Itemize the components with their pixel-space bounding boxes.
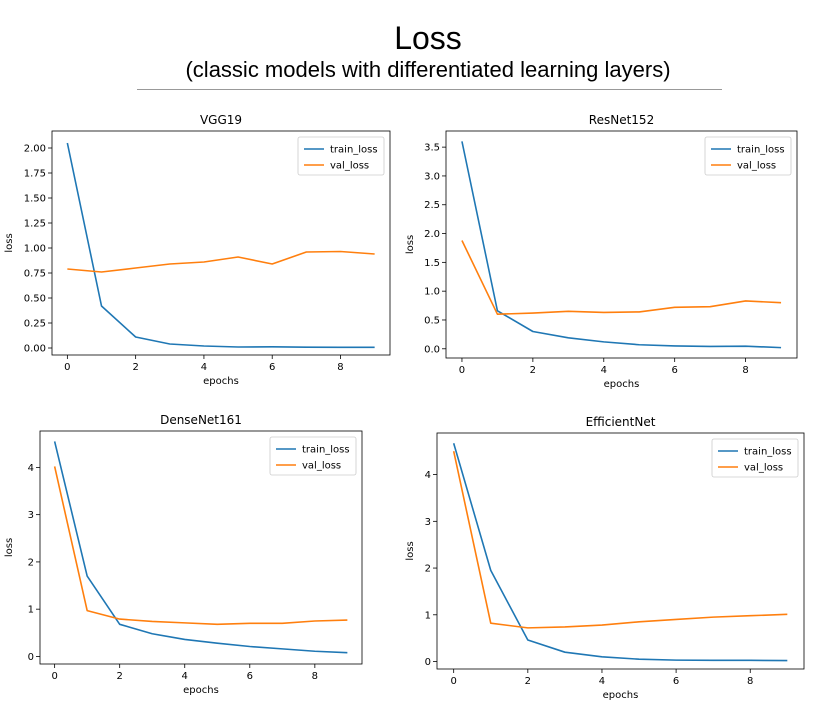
y-tick-label: 2 [28,557,34,568]
y-tick-label: 3.0 [424,171,440,182]
plot-frame [39,430,363,665]
x-axis-label: epochs [603,690,639,701]
series-line-train-loss [452,443,788,662]
x-axis-label: epochs [183,685,219,696]
chart-title: EfficientNet [586,415,656,429]
legend-label: val_loss [744,463,783,474]
x-tick-label: 8 [312,671,318,682]
y-tick-label: 1 [28,605,34,616]
x-tick-label: 0 [51,671,57,682]
legend-label: train_loss [744,447,792,458]
legend-label: train_loss [737,145,785,156]
y-tick-label: 1.75 [24,169,46,180]
chart-title: ResNet152 [589,113,654,127]
x-axis-label: epochs [604,379,640,390]
series-line-val-loss [461,240,782,316]
y-axis-label: loss [405,541,416,560]
y-tick-label: 1.00 [24,244,46,255]
y-tick-label: 1.25 [24,219,46,230]
y-tick-label: 3.5 [424,143,440,154]
y-axis-label: loss [4,233,15,252]
series-line-val-loss [452,451,788,629]
y-tick-label: 4 [28,463,34,474]
y-tick-label: 0 [28,652,34,663]
y-tick-label: 0 [425,657,431,668]
x-tick-label: 4 [599,676,605,687]
y-axis-label: loss [4,538,15,557]
figure-subtitle: (classic models with differentiated lear… [185,57,671,82]
legend-label: train_loss [330,145,378,156]
figure-title: Loss [394,20,462,56]
x-tick-label: 8 [337,362,343,373]
y-tick-label: 2.5 [424,200,440,211]
legend-label: val_loss [330,161,369,172]
y-tick-label: 1 [425,610,431,621]
x-tick-label: 4 [201,362,207,373]
title-divider [137,89,722,90]
series-line-val-loss [53,466,348,626]
x-tick-label: 0 [450,676,456,687]
y-tick-label: 0.00 [24,344,46,355]
series-line-train-loss [66,142,375,349]
x-tick-label: 0 [459,365,465,376]
x-tick-label: 6 [247,671,253,682]
x-axis-label: epochs [203,376,239,387]
y-tick-label: 0.25 [24,319,46,330]
y-tick-label: 0.50 [24,294,46,305]
chart-title: DenseNet161 [160,413,242,427]
chart-4: EfficientNet 0 2 4 6 8 0 1 2 3 4 epochs loss train_lo… [405,415,805,701]
legend-label: train_loss [302,445,350,456]
y-tick-label: 3 [28,510,34,521]
x-tick-label: 0 [64,362,70,373]
x-tick-label: 4 [182,671,188,682]
legend: train_loss val_loss [269,436,357,476]
x-tick-label: 2 [530,365,536,376]
plot-frame [51,130,391,356]
y-tick-label: 2.00 [24,144,46,155]
plot-frame [445,130,798,359]
y-axis-label: loss [405,235,416,254]
y-tick-label: 2 [425,564,431,575]
y-tick-label: 0.75 [24,269,46,280]
chart-1: VGG19 0 2 4 6 8 0.00 0.25 0.50 0.75 1.00 1.25 1.50 1.… [4,113,391,387]
y-tick-label: 0.0 [424,344,440,355]
x-tick-label: 6 [673,676,679,687]
y-tick-label: 3 [425,517,431,528]
y-tick-label: 1.50 [24,194,46,205]
series-line-train-loss [461,141,782,349]
x-tick-label: 6 [269,362,275,373]
legend-label: val_loss [737,161,776,172]
x-tick-label: 2 [132,362,138,373]
legend: train_loss val_loss [704,136,792,176]
y-tick-label: 1.5 [424,258,440,269]
y-tick-label: 0.5 [424,315,440,326]
x-tick-label: 2 [525,676,531,687]
x-tick-label: 8 [742,365,748,376]
x-tick-label: 2 [116,671,122,682]
y-tick-label: 2.0 [424,229,440,240]
series-line-train-loss [53,441,348,654]
x-tick-label: 6 [671,365,677,376]
chart-3: DenseNet161 0 2 4 6 8 0 1 2 3 4 epochs loss train_los… [4,413,363,696]
legend: train_loss val_loss [711,438,799,478]
chart-2: ResNet152 0 2 4 6 8 0.0 0.5 1.0 1.5 2.0 2.5 3.0 3.5 ep… [405,113,798,390]
series-line-val-loss [67,250,375,273]
legend-label: val_loss [302,461,341,472]
plot-frame [436,432,805,670]
x-tick-label: 8 [747,676,753,687]
y-tick-label: 1.0 [424,287,440,298]
chart-title: VGG19 [200,113,242,127]
x-tick-label: 4 [601,365,607,376]
y-tick-label: 4 [425,470,431,481]
legend: train_loss val_loss [297,136,385,176]
